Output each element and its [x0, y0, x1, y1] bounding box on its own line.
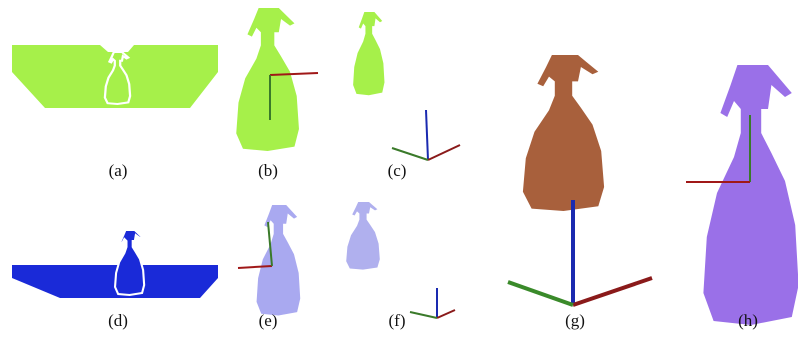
- scene-b: [236, 8, 318, 151]
- axis-z: [426, 110, 428, 160]
- scene-h: [686, 65, 798, 325]
- bottle-cloud: [236, 8, 299, 151]
- axis-x: [428, 145, 460, 160]
- scene-c: [353, 12, 460, 160]
- subfigure-label: (c): [388, 161, 407, 180]
- bottle-cloud: [353, 12, 384, 95]
- subfigure-label: (a): [109, 161, 128, 180]
- figure: (a) (b) (c) (d) (e) (f) (g) (h): [0, 0, 798, 356]
- bottle-cloud: [257, 205, 301, 316]
- bottle-cloud: [346, 202, 380, 270]
- subfigure-label: (g): [565, 311, 585, 330]
- axis-x: [573, 278, 652, 305]
- subfigure-label: (b): [258, 161, 278, 180]
- scene-e: [238, 205, 300, 316]
- subfigure-label: (h): [738, 311, 758, 330]
- bottle-cloud: [523, 55, 604, 211]
- scene-g: [508, 55, 652, 305]
- axis-y: [508, 282, 573, 305]
- subfigure-label: (f): [389, 311, 406, 330]
- scene-a: [12, 45, 218, 108]
- subfigure-label: (e): [259, 311, 278, 330]
- subfigure-label: (d): [108, 311, 128, 330]
- axis-y: [392, 148, 428, 160]
- axis-y: [410, 312, 437, 318]
- axis-x: [437, 310, 455, 318]
- bottle-cloud: [115, 230, 144, 295]
- scene-f: [346, 202, 455, 318]
- scene-d: [12, 230, 218, 298]
- bottle-cloud: [703, 65, 798, 325]
